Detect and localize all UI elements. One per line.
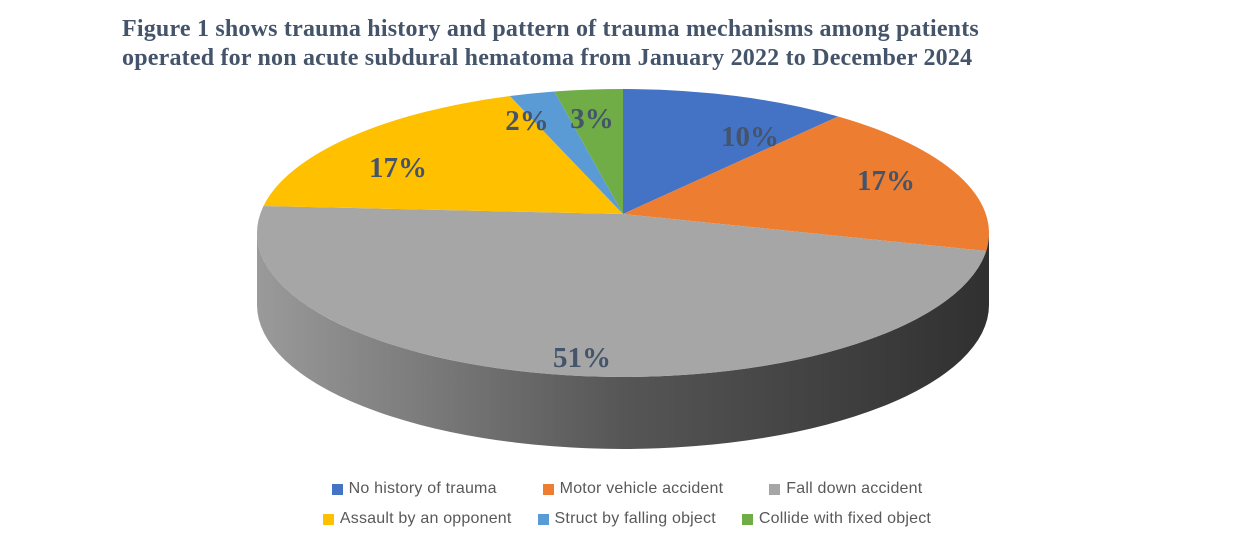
legend-color-swatch-icon xyxy=(542,483,554,495)
chart-title: Figure 1 shows trauma history and patter… xyxy=(122,15,979,73)
pie-slice-struct-by-falling-object xyxy=(509,91,623,214)
legend: No history of trauma Motor vehicle accide… xyxy=(0,480,1254,528)
slice-label-collide-with-fixed-object: 3% xyxy=(570,103,614,135)
slice-label-fall-down-accident: 51% xyxy=(553,342,611,374)
slice-label-assault-by-an-opponent: 17% xyxy=(369,152,427,184)
legend-color-swatch-icon xyxy=(331,483,343,495)
slice-label-motor-vehicle-accident: 17% xyxy=(857,165,915,197)
chart-title-line-1: Figure 1 shows trauma history and patter… xyxy=(122,16,979,42)
pie-slice-no-history-of-trauma xyxy=(623,89,839,214)
legend-item-collide-with-fixed-object: Collide with fixed object xyxy=(741,510,932,528)
legend-label: Struct by falling object xyxy=(554,510,716,527)
pie-slice-collide-with-fixed-object xyxy=(554,89,623,214)
legend-label: Fall down accident xyxy=(786,480,923,497)
legend-color-swatch-icon xyxy=(322,513,334,525)
slice-label-struct-by-falling-object: 2% xyxy=(505,105,549,137)
pie-slice-assault-by-an-opponent xyxy=(263,96,623,214)
slice-label-no-history-of-trauma: 10% xyxy=(721,121,779,153)
pie-slice-fall-down-accident xyxy=(256,206,987,378)
pie-3d-side xyxy=(257,233,989,449)
legend-item-assault-by-an-opponent: Assault by an opponent xyxy=(322,510,512,528)
legend-label: Assault by an opponent xyxy=(339,510,512,527)
legend-item-fall-down-accident: Fall down accident xyxy=(769,480,922,498)
legend-color-swatch-icon xyxy=(741,513,753,525)
legend-label: Motor vehicle accident xyxy=(559,480,724,497)
chart-title-line-2: operated for non acute subdural hematoma… xyxy=(122,45,973,71)
legend-row-2: Assault by an opponent Struct by falling … xyxy=(322,510,932,528)
legend-item-no-history-of-trauma: No history of trauma xyxy=(331,480,497,498)
legend-row-1: No history of trauma Motor vehicle accide… xyxy=(331,480,923,498)
legend-item-struct-by-falling-object: Struct by falling object xyxy=(537,510,716,528)
legend-item-motor-vehicle-accident: Motor vehicle accident xyxy=(542,480,724,498)
pie-slice-motor-vehicle-accident xyxy=(623,116,989,252)
legend-label: No history of trauma xyxy=(348,480,497,497)
legend-color-swatch-icon xyxy=(537,513,549,525)
legend-label: Collide with fixed object xyxy=(758,510,932,527)
legend-color-swatch-icon xyxy=(769,483,781,495)
